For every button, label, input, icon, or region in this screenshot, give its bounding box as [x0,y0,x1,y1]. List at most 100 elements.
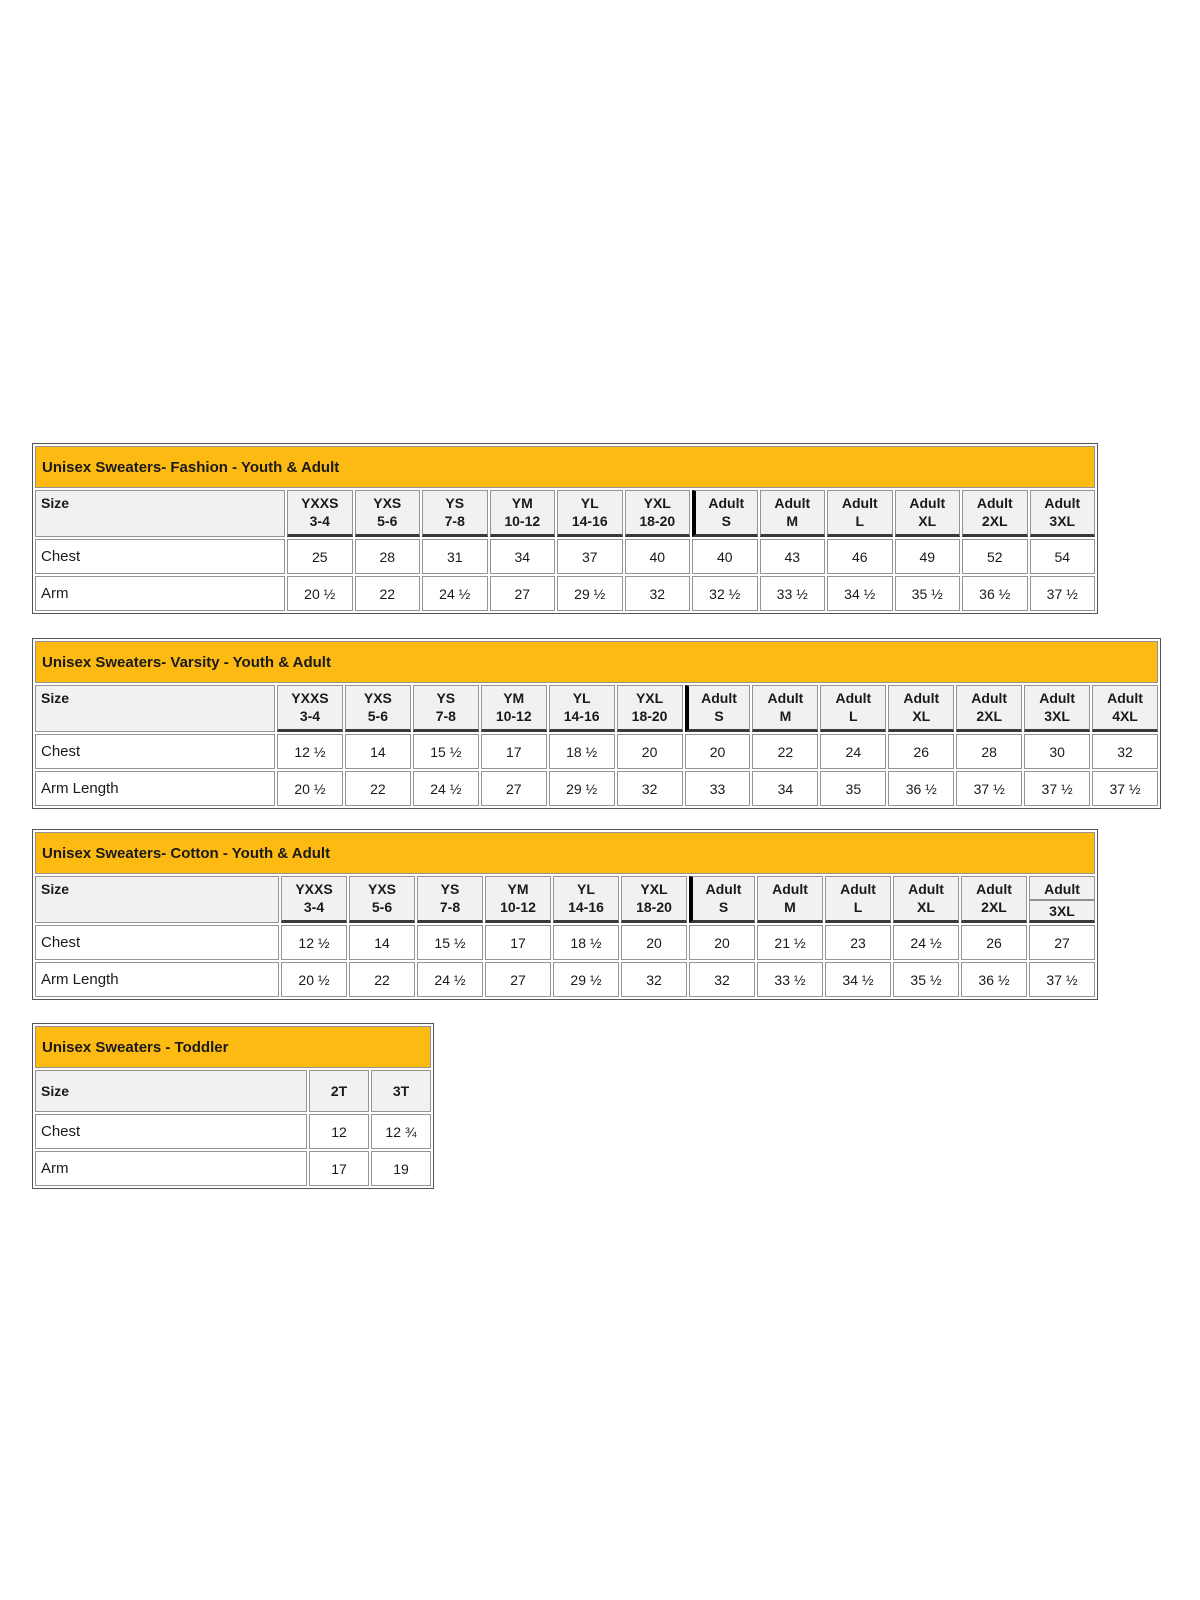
column-header-line2: L [853,899,863,915]
size-value-cell: 32 [624,576,690,611]
column-header-line1: Adult [835,690,872,706]
row-label: Arm [35,576,285,611]
column-header-line2: 10-12 [495,708,532,724]
column-header-line2: 4XL [1112,708,1138,724]
size-value-cell: 49 [894,539,960,574]
table-title: Unisex Sweaters- Cotton - Youth & Adult [35,832,1095,874]
size-value-cell: 26 [961,925,1027,960]
size-value-cell: 19 [371,1151,431,1186]
column-header-size: Size [35,685,275,732]
column-header: Adult 3XL [1024,685,1091,732]
size-value-cell: 20 ½ [277,771,343,806]
size-value-cell: 37 ½ [1024,771,1091,806]
header-row: Size YXXS 3-4 YXS 5-6 YS 7-8 YM 10-12 YL 14-16 YXL 1… [35,490,1095,537]
size-value-cell: 32 ½ [692,576,758,611]
column-header-line2: 2XL [981,899,1007,915]
column-header-line2: 10-12 [504,513,541,529]
column-header: YM 10-12 [485,876,551,923]
size-value-cell: 24 ½ [422,576,488,611]
column-header: Adult S [684,685,751,732]
size-value-cell: 40 [692,539,758,574]
column-header-line1: YXL [643,495,671,511]
column-header-line1: Adult [767,690,804,706]
column-header: Adult L [825,876,891,923]
column-header: Adult 2XL [962,490,1028,537]
column-header: Adult XL [894,490,960,537]
size-value-cell: 17 [480,734,547,769]
size-chart-table-cotton: Unisex Sweaters- Cotton - Youth & Adult S… [32,829,1098,1000]
size-value-cell: 17 [309,1151,369,1186]
column-header: Adult 3XL [1029,490,1095,537]
column-header-line1: Adult [903,690,940,706]
row-label: Chest [35,734,275,769]
size-value-cell: 21 ½ [757,925,823,960]
column-header-line2: 3XL [1049,903,1075,919]
header-row: Size YXXS 3-4 YXS 5-6 YS 7-8 YM 10-12 YL 14-16 YXL 1… [35,876,1095,923]
column-header-line2: XL [912,708,931,724]
column-header-line1: YS [436,690,456,706]
size-value-cell: 20 ½ [287,576,353,611]
column-header: YXXS 3-4 [281,876,347,923]
column-header: Adult 3XL [1029,876,1095,923]
size-value-cell: 15 ½ [417,925,483,960]
size-value-cell: 37 ½ [1029,576,1095,611]
row-label: Chest [35,539,285,574]
size-value-cell: 29 ½ [557,576,623,611]
size-value-cell: 20 [621,925,687,960]
size-value-cell: 32 [621,962,687,997]
size-value-cell: 20 [616,734,683,769]
column-header-line1: YM [511,495,533,511]
row-label: Arm [35,1151,307,1186]
size-value-cell: 37 [557,539,623,574]
column-header-line2: 18-20 [636,899,672,915]
column-header-line1: Adult [976,495,1013,511]
column-header: YXXS 3-4 [287,490,353,537]
size-chart-table-fashion: Unisex Sweaters- Fashion - Youth & Adult… [32,443,1098,614]
table-title: Unisex Sweaters- Fashion - Youth & Adult [35,446,1095,488]
size-value-cell: 27 [1029,925,1095,960]
title-row: Unisex Sweaters - Toddler [35,1026,431,1068]
column-header-line2: XL [917,899,935,915]
size-value-cell: 22 [354,576,420,611]
column-header: YXS 5-6 [344,685,411,732]
column-header: Adult 4XL [1092,685,1158,732]
column-header: Adult XL [888,685,955,732]
column-header-line2: 14-16 [571,513,608,529]
column-header: Adult 2XL [956,685,1023,732]
size-value-cell: 43 [759,539,825,574]
column-header-line1: Adult [971,690,1008,706]
column-header-line1: Adult [841,495,878,511]
column-header-line2: 3XL [1044,708,1070,724]
column-header: YS 7-8 [422,490,488,537]
column-header: YXL 18-20 [624,490,690,537]
column-header: YL 14-16 [557,490,623,537]
size-value-cell: 22 [344,771,411,806]
column-header-line2: 7-8 [435,708,456,724]
column-header: Adult L [820,685,887,732]
column-header-line2: 5-6 [371,899,393,915]
size-value-cell: 20 [689,925,755,960]
column-header-line2: 14-16 [563,708,600,724]
size-value-cell: 46 [827,539,893,574]
table-row: Arm Length 20 ½ 22 24 ½ 27 29 ½ 32 33 34 35 36 ½ 37… [35,771,1158,806]
column-header-line1: Adult [1039,690,1075,706]
column-header-line2: 7-8 [444,513,465,529]
size-value-cell: 32 [689,962,755,997]
row-label: Chest [35,925,279,960]
size-charts-container: Unisex Sweaters- Fashion - Youth & Adult… [32,443,1161,1189]
column-header-line2: 3XL [1049,513,1076,529]
size-value-cell: 12 ½ [281,925,347,960]
column-header-line1: YL [580,495,599,511]
column-header: YS 7-8 [417,876,483,923]
column-header-line1: Adult [708,495,745,511]
column-header-line1: YXS [363,690,392,706]
size-value-cell: 37 ½ [1029,962,1095,997]
column-header-line2: M [784,899,796,915]
column-header-size: Size [35,1070,307,1112]
column-header-line1: YXXS [301,495,339,511]
column-header-line1: YXS [367,881,396,897]
row-label: Arm Length [35,771,275,806]
column-header-line1: 2T [330,1083,348,1099]
column-header: YM 10-12 [480,685,547,732]
size-value-cell: 40 [624,539,690,574]
